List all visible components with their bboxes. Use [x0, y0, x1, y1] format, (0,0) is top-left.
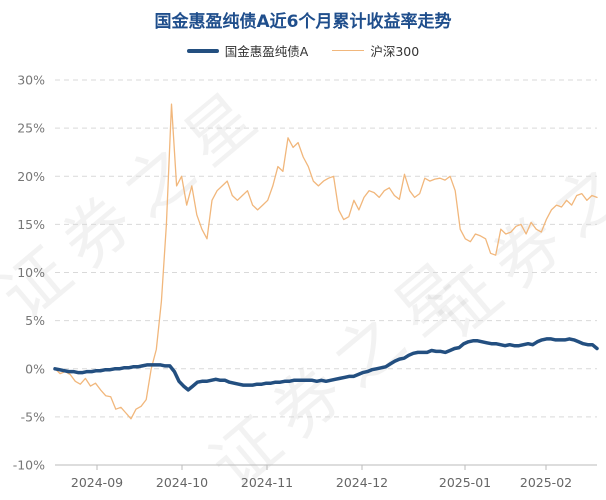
y-tick-label: 20%	[17, 169, 45, 184]
y-tick-label: 25%	[17, 121, 45, 136]
legend-swatch-index	[332, 50, 365, 51]
y-tick-label: 5%	[25, 313, 45, 328]
y-tick-label: 0%	[25, 361, 45, 376]
legend: 国金惠盈纯债A 沪深300	[0, 41, 606, 60]
series-line-index	[54, 103, 598, 420]
y-tick-label: 15%	[17, 217, 45, 232]
x-tick-label: 2025-02	[520, 475, 572, 490]
y-tick-label: 30%	[17, 73, 45, 88]
x-tick-label: 2025-01	[439, 475, 491, 490]
x-tick-label: 2024-09	[71, 475, 123, 490]
y-tick-label: -5%	[21, 409, 45, 424]
series-line-fund	[53, 337, 599, 392]
legend-label-index: 沪深300	[370, 44, 420, 59]
x-tick-label: 2024-12	[336, 475, 388, 490]
legend-swatch-fund	[186, 48, 219, 53]
y-tick-label: 10%	[17, 265, 45, 280]
legend-label-fund: 国金惠盈纯债A	[224, 44, 309, 59]
legend-item-fund[interactable]: 国金惠盈纯债A	[186, 41, 309, 60]
legend-item-index[interactable]: 沪深300	[332, 41, 419, 60]
x-tick-label: 2024-10	[156, 475, 208, 490]
chart-title: 国金惠盈纯债A近6个月累计收益率走势	[154, 12, 452, 32]
x-tick-label: 2024-11	[241, 475, 293, 490]
y-tick-label: -10%	[13, 458, 45, 473]
